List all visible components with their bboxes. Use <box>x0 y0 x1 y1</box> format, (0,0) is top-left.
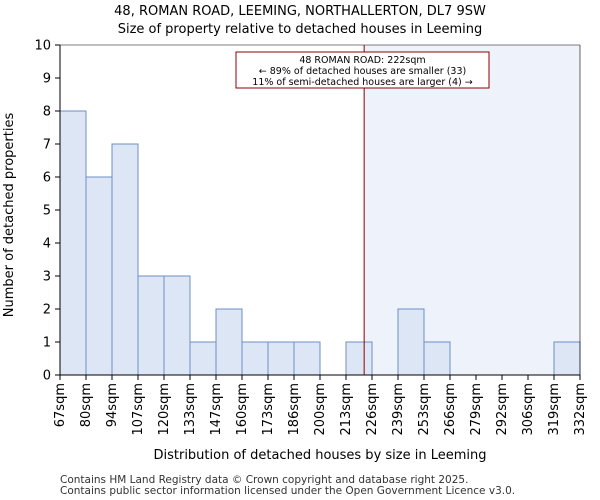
annotation-line-1: 48 ROMAN ROAD: 222sqm <box>299 55 425 66</box>
x-tick-label: 94sqm <box>105 383 120 427</box>
x-tick-label: 120sqm <box>157 383 172 436</box>
x-tick-label: 319sqm <box>547 383 562 436</box>
x-tick-label: 186sqm <box>287 383 302 436</box>
x-tick-label: 107sqm <box>131 383 146 436</box>
x-tick-label: 226sqm <box>365 383 380 436</box>
x-tick-label: 266sqm <box>443 383 458 436</box>
y-tick-label: 1 <box>43 336 51 351</box>
annotation-line-3: 11% of semi-detached houses are larger (… <box>252 77 472 88</box>
x-tick-label: 173sqm <box>261 383 276 436</box>
y-tick-label: 0 <box>43 369 51 384</box>
bar <box>267 341 295 376</box>
bar <box>137 275 165 376</box>
x-tick-label: 292sqm <box>495 383 510 436</box>
bar <box>189 341 217 376</box>
footer-licence: Contains public sector information licen… <box>60 485 516 497</box>
y-tick-label: 7 <box>43 138 51 153</box>
x-tick-label: 279sqm <box>469 383 484 436</box>
x-tick-label: 200sqm <box>313 383 328 436</box>
bar <box>423 341 451 376</box>
y-tick-label: 2 <box>43 303 51 318</box>
bar <box>241 341 269 376</box>
y-tick-label: 4 <box>43 237 51 252</box>
x-tick-label: 306sqm <box>521 383 536 436</box>
x-tick-label: 239sqm <box>391 383 406 436</box>
x-tick-label: 253sqm <box>417 383 432 436</box>
bar <box>163 275 191 376</box>
annotation-line-2: ← 89% of detached houses are smaller (33… <box>259 66 466 77</box>
x-tick-label: 67sqm <box>53 383 68 427</box>
larger-region-highlight <box>364 45 580 375</box>
bar <box>59 110 87 376</box>
y-tick-label: 10 <box>34 39 51 54</box>
x-tick-label: 160sqm <box>235 383 250 436</box>
chart-title: 48, ROMAN ROAD, LEEMING, NORTHALLERTON, … <box>114 4 486 19</box>
bar <box>553 341 581 376</box>
chart-subtitle: Size of property relative to detached ho… <box>117 22 483 37</box>
bar <box>293 341 321 376</box>
footer-copyright: Contains HM Land Registry data © Crown c… <box>60 474 469 486</box>
bar <box>111 143 139 376</box>
x-axis-title: Distribution of detached houses by size … <box>153 448 486 463</box>
y-axis-title: Number of detached properties <box>2 113 17 318</box>
x-tick-label: 133sqm <box>183 383 198 436</box>
x-tick-label: 80sqm <box>79 383 94 427</box>
bar <box>397 308 425 376</box>
bar <box>345 341 373 376</box>
y-tick-label: 6 <box>43 171 51 186</box>
y-tick-label: 8 <box>43 105 51 120</box>
bar <box>85 176 113 376</box>
x-tick-label: 332sqm <box>573 383 588 436</box>
bar <box>215 308 243 376</box>
annotation-box <box>235 51 490 89</box>
y-tick-label: 3 <box>43 270 51 285</box>
y-tick-label: 9 <box>43 72 51 87</box>
x-tick-label: 213sqm <box>339 383 354 436</box>
x-tick-label: 147sqm <box>209 383 224 436</box>
y-tick-label: 5 <box>43 204 51 219</box>
